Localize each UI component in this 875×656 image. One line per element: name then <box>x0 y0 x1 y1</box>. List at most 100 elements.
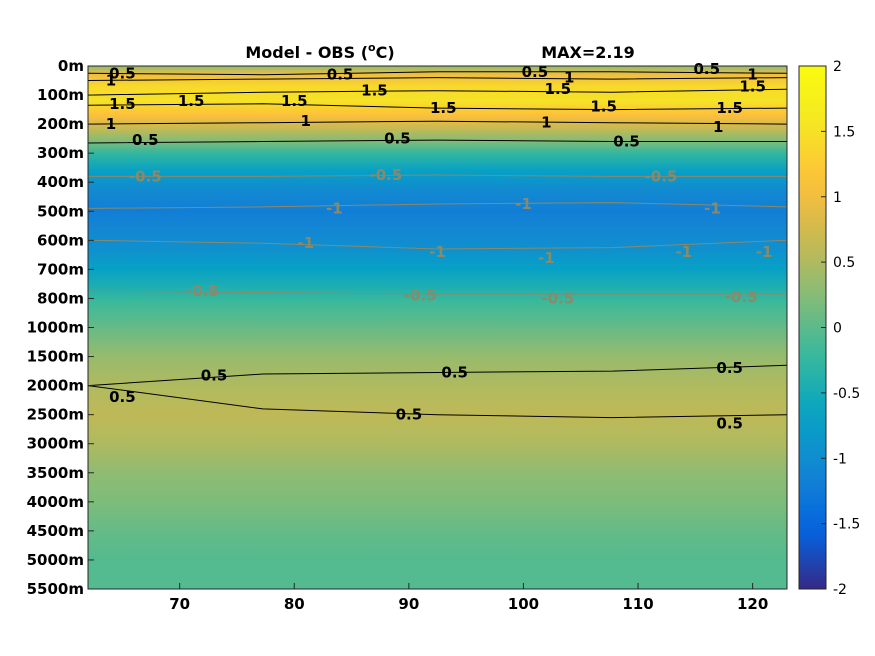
contour-line-1.5 <box>88 88 787 96</box>
contour-line-0.5 <box>88 71 787 76</box>
x-tick-label: 100 <box>508 595 539 613</box>
y-tick-label: 1000m <box>27 319 84 337</box>
contour-label: 0.5 <box>716 359 743 377</box>
colorbar-tick-label: 0.5 <box>833 255 855 271</box>
x-tick-label: 70 <box>169 595 190 613</box>
contour-label: -0.5 <box>541 289 574 307</box>
contour-label: -1 <box>515 195 532 213</box>
depth-field <box>88 66 787 589</box>
contour-label: 1 <box>106 72 116 90</box>
y-tick-label: 200m <box>37 115 84 133</box>
colorbar: 2 1.5 1 0.5 0 -0.5 -1 -1.5 -2 <box>798 59 860 598</box>
y-tick-label: 1500m <box>27 348 84 366</box>
y-tick-label: 4000m <box>27 493 84 511</box>
x-tick-label: 80 <box>284 595 305 613</box>
contour-label: 1.5 <box>716 99 743 117</box>
y-tick-label: 3500m <box>27 464 84 482</box>
contour-label: 1.5 <box>430 99 457 117</box>
y-tick-label: 5500m <box>27 580 84 598</box>
contour-line-1.5 <box>88 103 787 111</box>
colorbar-tick-label: -0.5 <box>833 386 860 402</box>
contour-line--1 <box>88 239 787 250</box>
colorbar-tick-label: 0 <box>833 321 842 337</box>
y-tick-label: 2000m <box>27 377 84 395</box>
contour-lines <box>88 71 787 419</box>
y-tick-label: 300m <box>37 144 84 162</box>
contour-label: 1 <box>713 118 723 136</box>
contour-label: 0.5 <box>109 64 136 82</box>
contour-label: -1 <box>429 243 446 261</box>
colorbar-tick-label: 1.5 <box>833 124 855 140</box>
contour-line--0.5 <box>88 174 787 177</box>
contour-label: 1 <box>541 114 551 132</box>
y-tick-label: 800m <box>37 289 84 307</box>
contour-label: 0.5 <box>327 66 354 84</box>
y-tick-label: 5000m <box>27 551 84 569</box>
colorbar-tick-label: 2 <box>833 59 842 75</box>
contour-label: -1 <box>756 243 773 261</box>
contour-line-1 <box>88 77 787 81</box>
contour-label: -1 <box>704 199 721 217</box>
contour-line-0.5 <box>88 364 787 387</box>
contour-label: 0.5 <box>384 130 411 148</box>
contour-label: 1 <box>564 69 574 87</box>
y-tick-label: 0m <box>58 57 84 75</box>
contour-label: 0.5 <box>109 388 136 406</box>
y-tick-label: 100m <box>37 86 84 104</box>
contour-label: -1 <box>676 243 693 261</box>
contour-label: -0.5 <box>725 288 758 306</box>
colorbar-frame <box>798 65 827 590</box>
contour-label: -0.5 <box>370 166 403 184</box>
contour-label: 0.5 <box>201 366 228 384</box>
colorbar-ticks: 2 1.5 1 0.5 0 -0.5 -1 -1.5 -2 <box>821 59 860 598</box>
colorbar-tick-label: -1.5 <box>833 517 860 533</box>
y-tick-label: 500m <box>37 202 84 220</box>
x-tick-label: 110 <box>622 595 653 613</box>
contour-label: 1.5 <box>590 98 617 116</box>
contour-label: 0.5 <box>441 364 468 382</box>
contour-label: 0.5 <box>522 63 549 81</box>
contour-label: 1.5 <box>178 92 205 110</box>
contour-label: 1.5 <box>109 95 136 113</box>
max-value-label: MAX=2.19 <box>541 43 635 62</box>
contour-line--0.5 <box>88 290 787 295</box>
plot-area: 0.511.5 1.5 1.510.510.51.51.50.510.5 11.51.… <box>87 60 788 590</box>
contour-line-1 <box>88 120 787 125</box>
contour-label: -0.5 <box>645 167 678 185</box>
contour-label: 1 <box>747 66 757 84</box>
y-tick-label: 400m <box>37 173 84 191</box>
contour-label: -1 <box>297 234 314 252</box>
y-tick-label: 4500m <box>27 522 84 540</box>
y-tick-label: 600m <box>37 231 84 249</box>
colorbar-tick-label: 1 <box>833 190 842 206</box>
contour-label: -0.5 <box>404 287 437 305</box>
contour-line-0.5 <box>88 139 787 144</box>
contour-label: 1 <box>106 115 116 133</box>
x-axis: 70 80 90 100 110 120 <box>169 583 768 613</box>
contour-labels: 0.511.5 1.5 1.510.510.51.51.50.510.5 11.51.… <box>106 60 773 432</box>
contour-label: 1.5 <box>739 77 766 95</box>
contour-label: 0.5 <box>613 133 640 151</box>
contour-label: 1.5 <box>361 82 388 100</box>
contour-line--1 <box>88 202 787 209</box>
contour-label: 1 <box>301 112 311 130</box>
contour-label: 1.5 <box>281 92 308 110</box>
chart-title: Model - OBS (oC) <box>245 41 394 62</box>
contour-label: 0.5 <box>693 60 720 78</box>
y-tick-label: 2500m <box>27 406 84 424</box>
x-tick-label: 90 <box>398 595 419 613</box>
contour-label: 0.5 <box>132 131 159 149</box>
contour-label: -1 <box>538 249 555 267</box>
contour-label: 0.5 <box>716 414 743 432</box>
y-axis: 0m 100m 200m 300m 400m 500m 600m 700m 800m 1000m 1… <box>27 57 94 598</box>
contour-line-0.5 <box>88 385 787 419</box>
contour-label: -1 <box>326 199 343 217</box>
contour-label: 1.5 <box>545 80 572 98</box>
contour-label: -0.5 <box>129 167 162 185</box>
contour-label: 0.5 <box>396 406 423 424</box>
colorbar-tick-label: -1 <box>833 451 847 467</box>
y-tick-label: 3000m <box>27 435 84 453</box>
x-tick-label: 120 <box>737 595 768 613</box>
colorbar-tick-label: -2 <box>833 582 847 598</box>
